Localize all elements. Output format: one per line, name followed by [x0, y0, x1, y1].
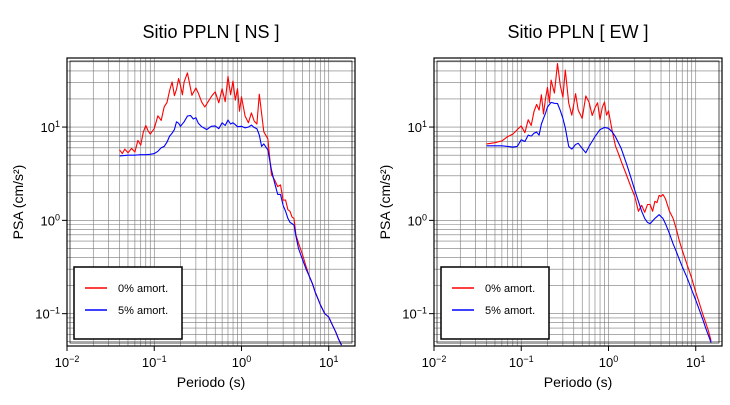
grid — [67, 58, 355, 346]
legend-label: 0% amort. — [118, 283, 168, 295]
series-line-blue — [119, 114, 342, 346]
x-tick-label: 10−2 — [55, 354, 80, 370]
legend: 0% amort. 5% amort. — [73, 266, 183, 340]
y-axis-label: PSA (cm/s²) — [377, 165, 393, 240]
plot-frame-inner — [69, 60, 353, 344]
series-line-blue — [486, 101, 712, 343]
legend: 0% amort. 5% amort. — [440, 266, 550, 340]
x-tick-label: 100 — [599, 354, 618, 370]
x-tick-label: 100 — [232, 354, 251, 370]
plot-frame — [433, 57, 723, 347]
y-tick-label: 101 — [408, 119, 427, 135]
chart-panel-2: Sitio PPLN [ EW ] 10−2 10−1 100 101 10−1 100 10… — [377, 22, 723, 390]
y-tick-label: 100 — [408, 212, 427, 228]
x-tick-label: 101 — [686, 354, 705, 370]
series-line-red — [486, 63, 712, 342]
x-axis-label: Periodo (s) — [544, 374, 612, 390]
legend-label: 5% amort. — [485, 305, 535, 317]
chart-panel-1: Sitio PPLN [ NS ] 10−2 10−1 100 101 10−1 100 10… — [10, 22, 356, 390]
y-tick-label: 10−1 — [402, 306, 427, 322]
plot-frame — [66, 57, 356, 347]
y-axis-label: PSA (cm/s²) — [10, 165, 26, 240]
x-tick-label: 10−2 — [422, 354, 447, 370]
chart-title: Sitio PPLN [ EW ] — [507, 22, 648, 42]
y-tick-label: 10−1 — [35, 306, 60, 322]
x-tick-label: 10−1 — [509, 354, 534, 370]
y-tick-label: 101 — [41, 119, 60, 135]
chart-title: Sitio PPLN [ NS ] — [142, 22, 279, 42]
legend-label: 0% amort. — [485, 283, 535, 295]
x-tick-label: 101 — [319, 354, 338, 370]
legend-box — [73, 266, 183, 340]
y-tick-label: 100 — [41, 212, 60, 228]
legend-box — [440, 266, 550, 340]
x-axis-label: Periodo (s) — [177, 374, 245, 390]
legend-label: 5% amort. — [118, 305, 168, 317]
plot-frame-inner — [436, 60, 720, 344]
x-tick-label: 10−1 — [142, 354, 167, 370]
